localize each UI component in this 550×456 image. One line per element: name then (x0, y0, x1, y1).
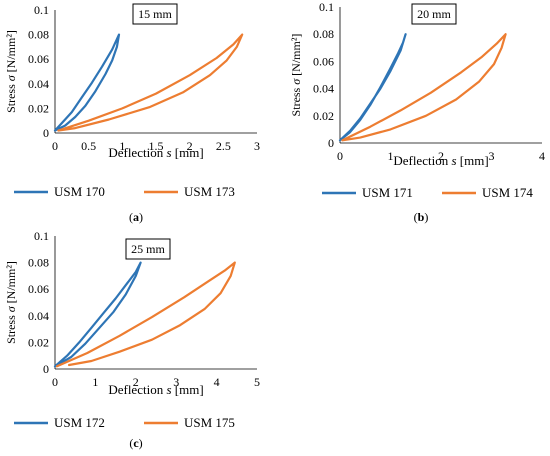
chart-b-y-tick-label: 0.02 (313, 109, 334, 123)
chart-c-y-tick-label: 0.08 (28, 256, 49, 270)
chart-a-y-axis-label: Stress σ [N/mm²] (4, 30, 18, 113)
chart-b-x-tick-label: 0 (337, 149, 343, 163)
chart-a-series-usm-173-line (57, 33, 244, 132)
chart-c-x-tick-label: 5 (254, 375, 260, 389)
chart-c-y-tick-label: 0.04 (28, 309, 49, 323)
chart-a-x-tick-label: 2.5 (216, 139, 231, 153)
chart-c-x-tick-label: 0 (52, 375, 58, 389)
chart-a-title-box (132, 3, 178, 25)
chart-c-legend-label: USM 175 (184, 415, 235, 430)
chart-c-y-tick-label: 0 (43, 362, 49, 376)
chart-b-y-tick-label: 0.04 (313, 82, 334, 96)
chart-c-panel-label: (c) (129, 436, 142, 450)
chart-b-x-tick-label: 3 (489, 149, 495, 163)
chart-a-title: 15 mm (138, 7, 172, 21)
chart-a-y-tick-label: 0.1 (34, 3, 49, 17)
chart-a-legend-label: USM 170 (54, 184, 105, 199)
chart-b-series-usm-171-line (338, 33, 407, 142)
chart-b-x-tick-label: 1 (388, 149, 394, 163)
chart-b-series-usm-174-line (341, 33, 507, 142)
chart-a-panel-label: (a) (129, 210, 143, 224)
chart-b-title: 20 mm (417, 7, 451, 21)
chart-b-legend-label: USM 174 (482, 185, 533, 200)
chart-c-y-tick-label: 0.02 (28, 335, 49, 349)
chart-a-x-tick-label: 1.5 (149, 139, 164, 153)
chart-c-series-usm-175-line (55, 261, 236, 368)
chart-b-x-tick-label: 2 (438, 149, 444, 163)
chart-b-y-tick-label: 0.06 (313, 54, 334, 68)
chart-c-x-tick-label: 1 (92, 375, 98, 389)
chart-c-legend-label: USM 172 (54, 415, 105, 430)
chart-a-x-tick-label: 0.5 (81, 139, 96, 153)
chart-b-legend-label: USM 171 (362, 185, 413, 200)
chart-c-title: 25 mm (131, 242, 165, 256)
chart-c-y-axis-label: Stress σ [N/mm²] (4, 261, 18, 344)
chart-a-y-tick-label: 0.08 (28, 28, 49, 42)
chart-c-x-tick-label: 2 (133, 375, 139, 389)
chart-a-x-tick-label: 3 (254, 139, 260, 153)
chart-b-panel-label: (b) (414, 210, 429, 224)
chart-b-y-tick-label: 0.08 (313, 27, 334, 41)
chart-c-title-box (125, 238, 171, 260)
chart-b-y-axis-label: Stress σ [N/mm²] (289, 34, 303, 117)
chart-a-x-tick-label: 1 (119, 139, 125, 153)
chart-c-x-tick-label: 3 (173, 375, 179, 389)
chart-a-y-tick-label: 0.04 (28, 77, 49, 91)
chart-b-x-axis-label: Deflection s [mm] (393, 153, 488, 168)
chart-a-y-tick-label: 0.06 (28, 52, 49, 66)
chart-c-series-usm-172-line (53, 261, 142, 368)
chart-b-title-box (411, 3, 457, 25)
chart-a-legend-label: USM 173 (184, 184, 235, 199)
chart-a-y-tick-label: 0 (43, 126, 49, 140)
chart-b-y-tick-label: 0 (328, 136, 334, 150)
chart-c-x-axis-label: Deflection s [mm] (108, 382, 203, 397)
chart-c-y-tick-label: 0.06 (28, 282, 49, 296)
chart-c-y-tick-label: 0.1 (34, 229, 49, 243)
chart-a-x-tick-label: 2 (187, 139, 193, 153)
chart-a-x-axis-label: Deflection s [mm] (108, 145, 203, 160)
chart-a-y-tick-label: 0.02 (28, 101, 49, 115)
chart-b-y-tick-label: 0.1 (319, 0, 334, 14)
chart-c-x-tick-label: 4 (214, 375, 220, 389)
chart-b-x-tick-label: 4 (539, 149, 545, 163)
chart-a-x-tick-label: 0 (52, 139, 58, 153)
chart-a-series-usm-170-line (53, 33, 121, 132)
